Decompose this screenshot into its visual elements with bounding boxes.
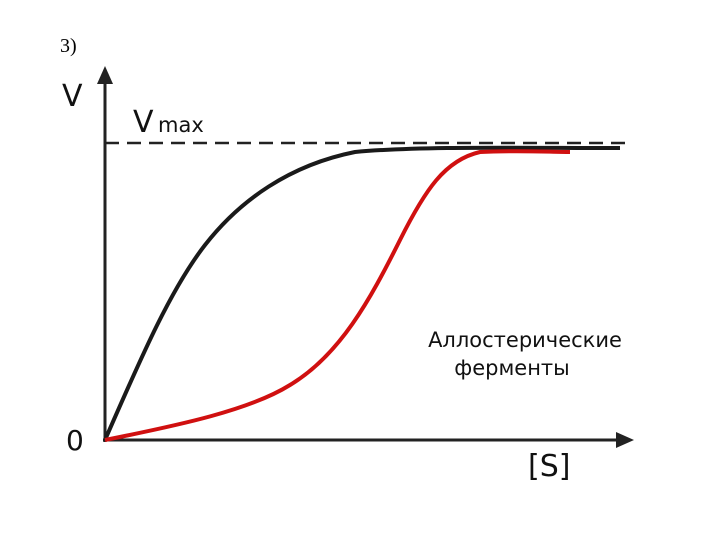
- annotation-line1: Аллостерические: [428, 328, 622, 352]
- y-axis-label: V: [62, 79, 83, 114]
- x-axis-label: [S]: [528, 449, 570, 484]
- vmax-symbol: V: [133, 105, 154, 140]
- annotation-line2: ферменты: [454, 356, 570, 380]
- sigmoid-curve: [104, 149, 571, 442]
- figure-label: 3): [60, 35, 77, 57]
- x-arrow: [616, 432, 634, 448]
- origin-label: 0: [66, 424, 84, 457]
- y-arrow: [97, 66, 113, 84]
- hyperbolic-curve: [103, 145, 621, 441]
- vmax-subscript: max: [158, 113, 204, 137]
